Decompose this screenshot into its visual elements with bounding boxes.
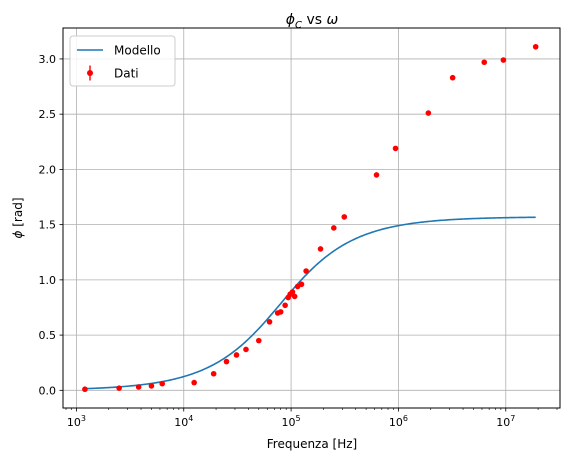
x-tick-label: 106 <box>389 414 408 429</box>
y-tick-label: 1.0 <box>39 274 57 287</box>
data-point <box>317 246 324 252</box>
x-tick-label: 104 <box>174 414 193 429</box>
title-subscript: C <box>295 20 302 31</box>
data-point <box>223 358 230 365</box>
data-point <box>373 172 380 178</box>
title-phi: ϕ <box>286 12 295 28</box>
data-point <box>82 386 88 393</box>
y-axis-label: ϕ [rad] <box>11 197 25 238</box>
legend-box <box>69 35 176 87</box>
x-tick-label: 105 <box>282 414 301 429</box>
data-point <box>392 145 399 152</box>
y-tick-label: 2.0 <box>39 163 57 176</box>
data-point <box>291 293 298 300</box>
x-tick-label: 103 <box>67 414 86 429</box>
data-point <box>481 59 488 66</box>
data-point <box>303 268 309 274</box>
data-point <box>191 379 197 386</box>
y-axis-label-unit: [rad] <box>11 197 25 230</box>
y-tick-label: 0.0 <box>39 384 57 397</box>
chart-title: ϕC vs ω <box>286 12 339 31</box>
data-point <box>159 380 166 387</box>
y-tick-label: 3.0 <box>39 53 57 66</box>
data-point <box>449 74 456 81</box>
legend-model-label: Modello <box>114 44 161 58</box>
data-point <box>282 302 288 309</box>
y-tick-label: 1.5 <box>39 219 57 232</box>
data-point <box>266 319 273 325</box>
data-point <box>277 309 284 315</box>
data-point <box>255 337 262 344</box>
data-point <box>532 43 539 50</box>
y-axis-label-symbol: ϕ <box>11 231 25 239</box>
legend: Modello Dati <box>69 35 176 87</box>
data-point <box>210 370 217 377</box>
data-point <box>243 346 249 353</box>
y-axis: 0.0 0.5 1.0 1.5 2.0 2.5 3.0 <box>39 53 63 397</box>
y-tick-label: 2.5 <box>39 108 57 121</box>
data-point <box>135 384 142 390</box>
data-point <box>148 383 155 389</box>
legend-data-marker <box>87 70 93 76</box>
legend-data-label: Dati <box>114 67 139 81</box>
data-point <box>500 57 507 63</box>
data-point <box>233 352 240 358</box>
data-point <box>289 289 296 295</box>
data-point <box>116 385 122 391</box>
data-point <box>341 214 348 220</box>
x-axis-label: Frequenza [Hz] <box>267 437 357 451</box>
data-point <box>425 110 432 116</box>
title-vs: vs <box>302 12 326 28</box>
x-tick-label: 107 <box>496 414 515 429</box>
title-omega: ω <box>326 12 338 28</box>
x-axis: 103 104 105 106 107 <box>65 408 558 429</box>
data-point <box>331 225 337 231</box>
data-point <box>298 281 305 288</box>
y-tick-label: 0.5 <box>39 329 57 342</box>
plot-frame <box>62 27 561 409</box>
data-series <box>82 43 539 393</box>
